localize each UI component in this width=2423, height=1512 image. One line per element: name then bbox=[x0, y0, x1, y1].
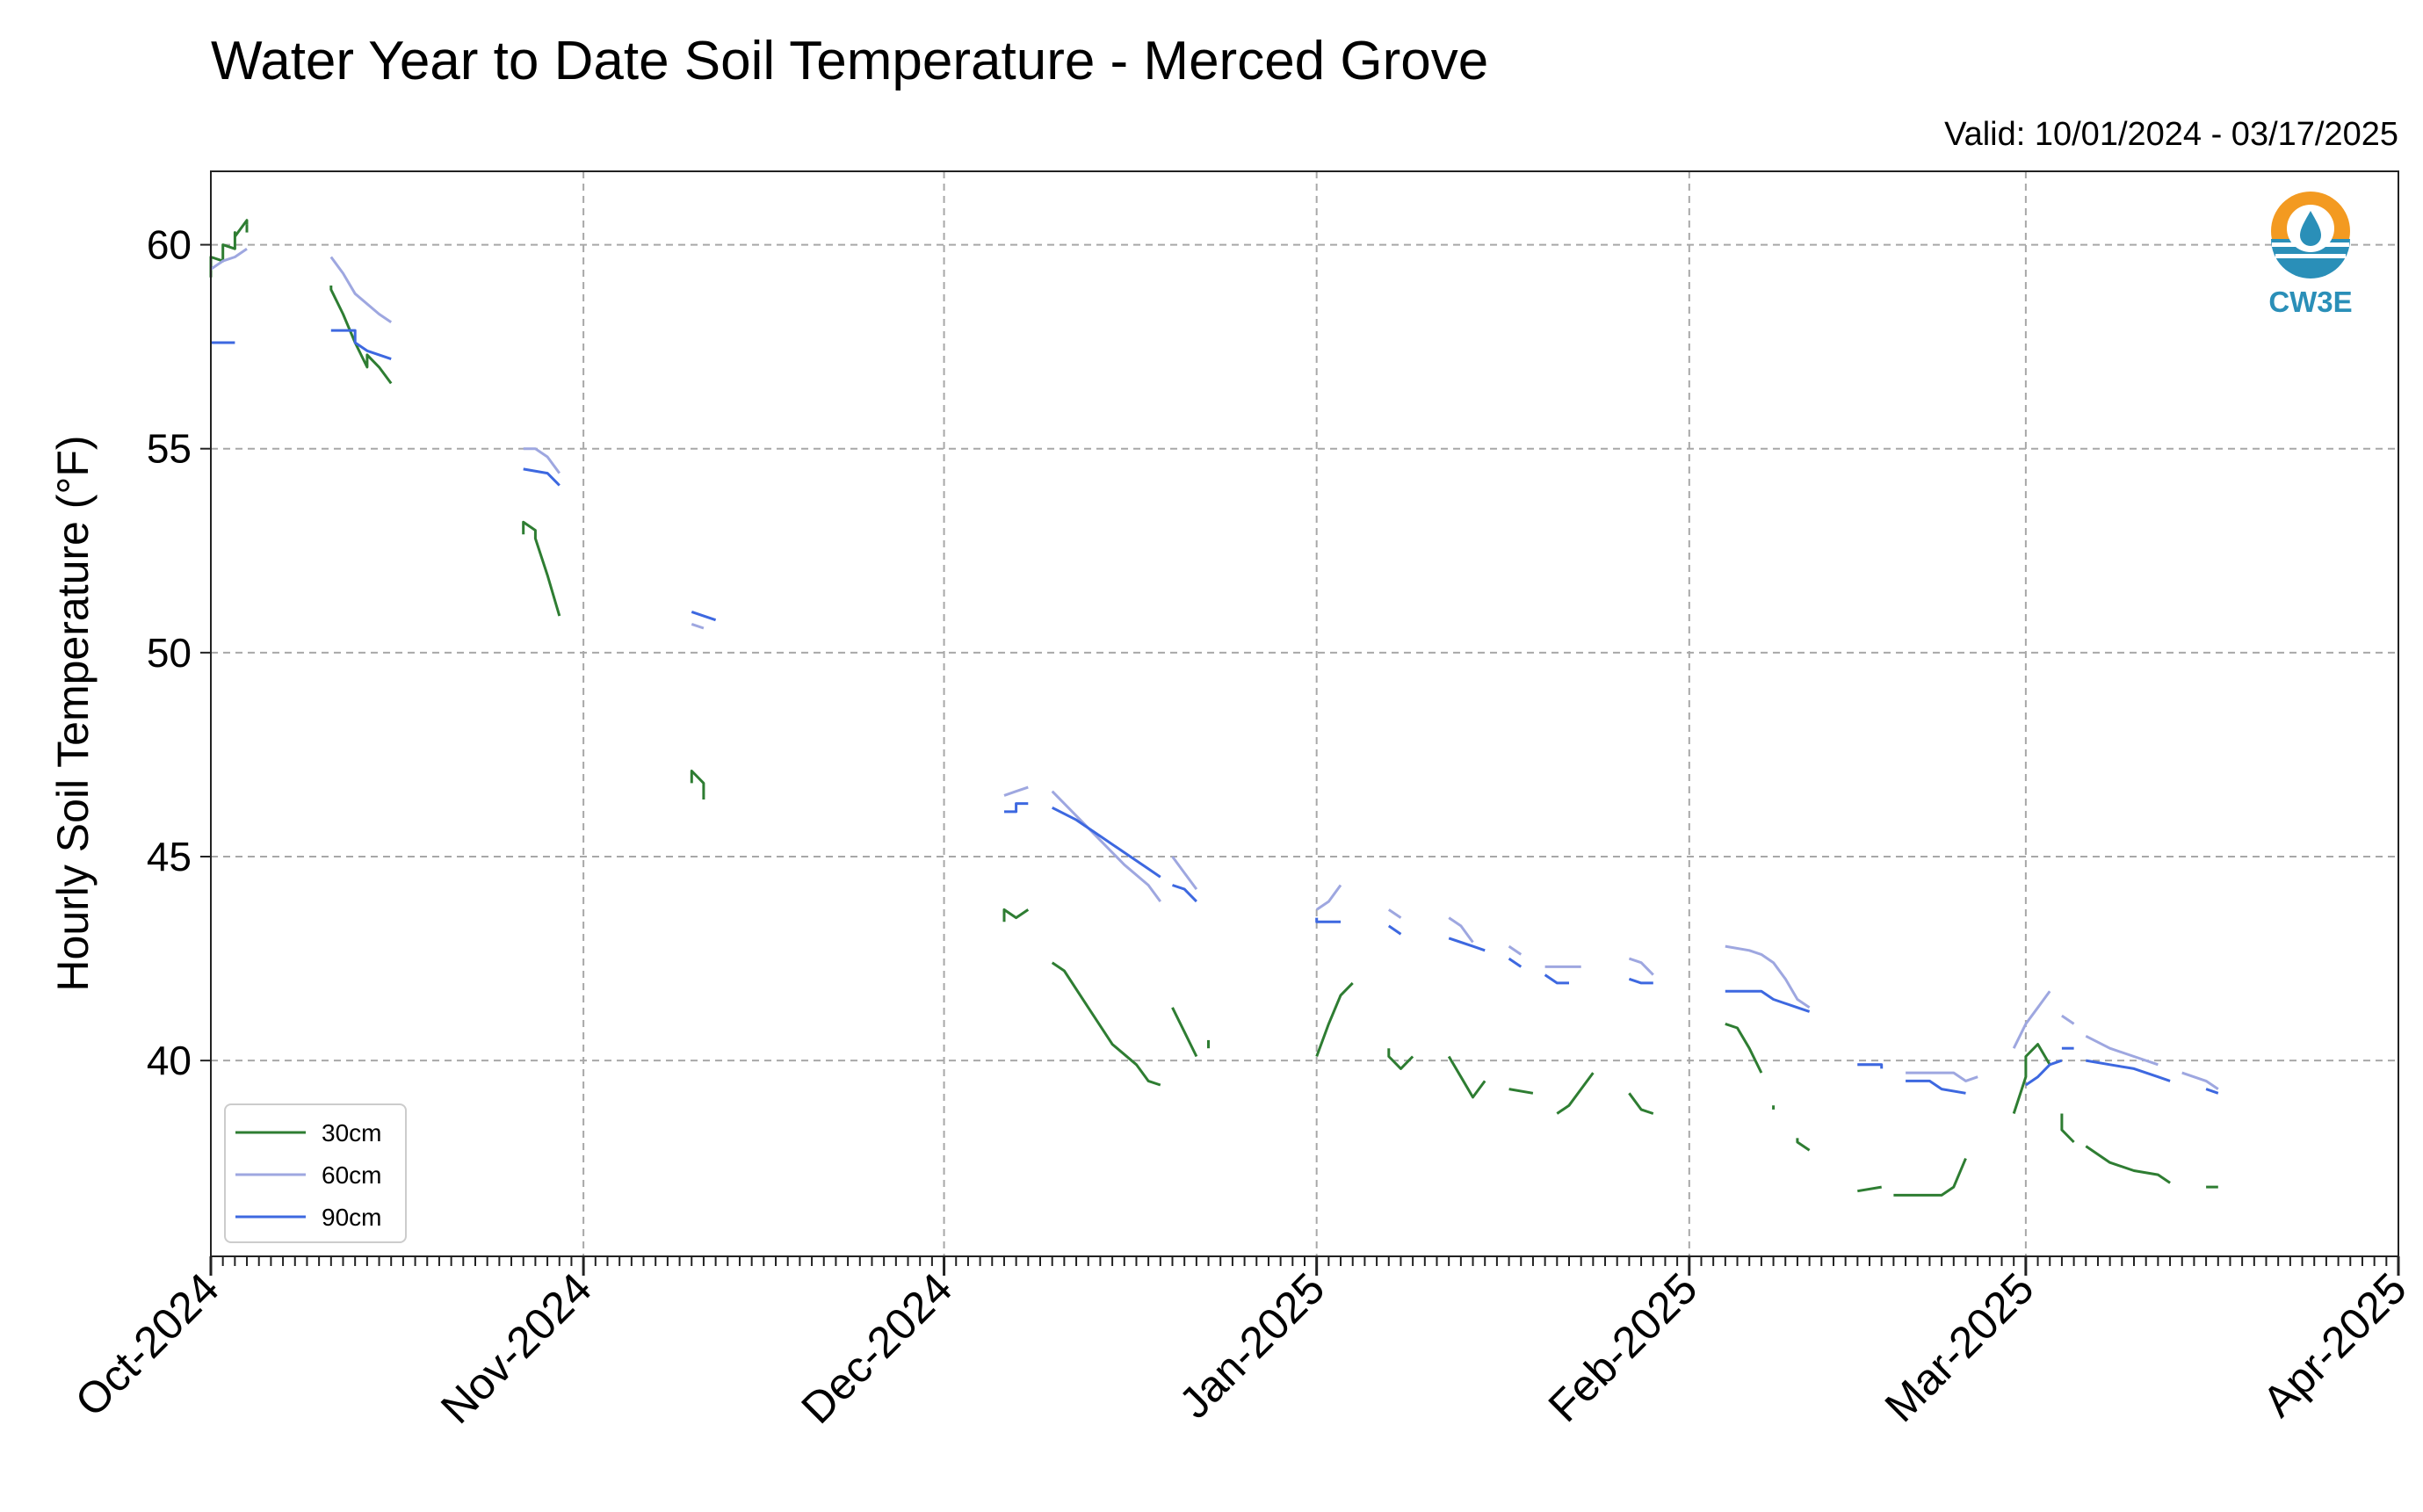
series-line-60cm bbox=[1003, 785, 1029, 797]
series-line-90cm bbox=[1857, 1063, 1884, 1069]
logo-text: CW3E bbox=[2268, 286, 2352, 318]
x-tick-label: Feb-2025 bbox=[1539, 1263, 1707, 1431]
series-line-30cm bbox=[1508, 1088, 1534, 1095]
series-line-60cm bbox=[2012, 990, 2051, 1049]
series-line-60cm bbox=[1448, 916, 1474, 944]
series-line-90cm bbox=[1544, 973, 1569, 985]
series-line-30cm bbox=[522, 520, 561, 617]
series-line-90cm bbox=[1906, 1079, 1966, 1095]
series-line-90cm bbox=[1172, 884, 1197, 903]
series-line-60cm bbox=[1315, 884, 1342, 911]
series-line-30cm bbox=[2060, 1113, 2075, 1144]
series-line-30cm bbox=[1628, 1092, 1654, 1115]
series-line-90cm bbox=[1725, 989, 1811, 1013]
series-line-90cm bbox=[1004, 802, 1029, 814]
series-line-90cm bbox=[2025, 1059, 2063, 1087]
series-line-90cm bbox=[523, 467, 561, 487]
y-tick-label: 50 bbox=[147, 630, 192, 676]
series-line-60cm bbox=[523, 447, 561, 474]
grid-lines bbox=[211, 171, 2398, 1256]
series-30cm bbox=[209, 219, 2218, 1197]
series-line-30cm bbox=[1002, 908, 1030, 922]
series-line-60cm bbox=[2181, 1071, 2219, 1090]
series-line-60cm bbox=[1906, 1071, 1978, 1082]
series-line-90cm bbox=[1315, 917, 1341, 923]
x-tick-label: Apr-2025 bbox=[2253, 1263, 2416, 1426]
series-line-90cm bbox=[330, 329, 392, 361]
series-line-90cm bbox=[1448, 937, 1486, 952]
series-line-60cm bbox=[1725, 944, 1811, 1009]
series-line-30cm bbox=[2085, 1145, 2171, 1184]
series-line-30cm bbox=[1725, 1022, 1763, 1074]
series-line-30cm bbox=[1857, 1185, 1882, 1193]
series-line-30cm bbox=[209, 219, 249, 278]
series-line-30cm bbox=[1447, 1055, 1486, 1099]
y-axis-label: Hourly Soil Temperature (°F) bbox=[48, 435, 98, 991]
series-60cm bbox=[210, 247, 2219, 1090]
logo-wave-icon bbox=[2271, 239, 2350, 279]
series-line-30cm bbox=[690, 770, 705, 799]
x-tick-label: Nov-2024 bbox=[431, 1263, 601, 1433]
series-line-30cm bbox=[2012, 1043, 2051, 1114]
series-line-30cm bbox=[1171, 1007, 1198, 1058]
y-tick-label: 60 bbox=[147, 222, 192, 268]
y-tick-label: 55 bbox=[147, 426, 192, 472]
series-line-60cm bbox=[2061, 1014, 2075, 1025]
series-line-90cm bbox=[691, 610, 717, 622]
cw3e-logo: CW3E bbox=[2268, 192, 2353, 318]
y-tick-label: 40 bbox=[147, 1038, 192, 1083]
series-line-30cm bbox=[1893, 1158, 1967, 1197]
axes: 40 45 50 55 60 Oct-2024 Nov-2024 Dec-2024 Jan-20… bbox=[66, 222, 2416, 1434]
legend: 30cm 60cm 90cm bbox=[224, 1103, 407, 1243]
series-line-60cm bbox=[691, 622, 705, 630]
series-line-90cm bbox=[2205, 1088, 2219, 1095]
legend-label-90cm: 90cm bbox=[322, 1204, 381, 1231]
series-line-90cm bbox=[2086, 1059, 2171, 1082]
x-tick-label: Dec-2024 bbox=[792, 1263, 961, 1433]
series-line-30cm bbox=[1051, 961, 1161, 1087]
series-line-30cm bbox=[1315, 981, 1354, 1058]
x-tick-label: Oct-2024 bbox=[66, 1263, 228, 1426]
series-line-30cm bbox=[1556, 1072, 1595, 1115]
series-line-60cm bbox=[1508, 944, 1523, 956]
x-tick-label: Jan-2025 bbox=[1169, 1263, 1334, 1428]
series-line-30cm bbox=[1387, 1048, 1414, 1070]
series-90cm bbox=[211, 329, 2219, 1095]
plot-frame bbox=[210, 170, 2399, 1257]
chart-subtitle: Valid: 10/01/2024 - 03/17/2025 bbox=[1944, 116, 2398, 153]
data-series bbox=[209, 219, 2219, 1197]
water-drop-icon bbox=[2300, 211, 2321, 246]
x-tick-label: Mar-2025 bbox=[1876, 1263, 2043, 1431]
series-line-90cm bbox=[1508, 957, 1523, 968]
y-tick-label: 45 bbox=[147, 834, 192, 879]
series-line-60cm bbox=[1171, 856, 1198, 890]
legend-box bbox=[224, 1103, 407, 1243]
series-line-90cm bbox=[1387, 924, 1402, 936]
series-line-30cm bbox=[1796, 1138, 1811, 1152]
legend-label-60cm: 60cm bbox=[322, 1161, 381, 1189]
series-line-90cm bbox=[1052, 806, 1161, 879]
series-line-60cm bbox=[1051, 790, 1162, 902]
legend-label-30cm: 30cm bbox=[322, 1119, 381, 1147]
series-line-60cm bbox=[1387, 908, 1402, 919]
series-line-60cm bbox=[1628, 957, 1654, 976]
series-line-30cm bbox=[329, 286, 393, 385]
logo-wave-stripe bbox=[2275, 254, 2346, 258]
series-line-60cm bbox=[329, 256, 393, 324]
series-line-90cm bbox=[1628, 977, 1653, 985]
series-line-60cm bbox=[210, 247, 248, 271]
chart-title: Water Year to Date Soil Temperature - Me… bbox=[211, 31, 1488, 91]
series-line-60cm bbox=[2085, 1034, 2159, 1067]
